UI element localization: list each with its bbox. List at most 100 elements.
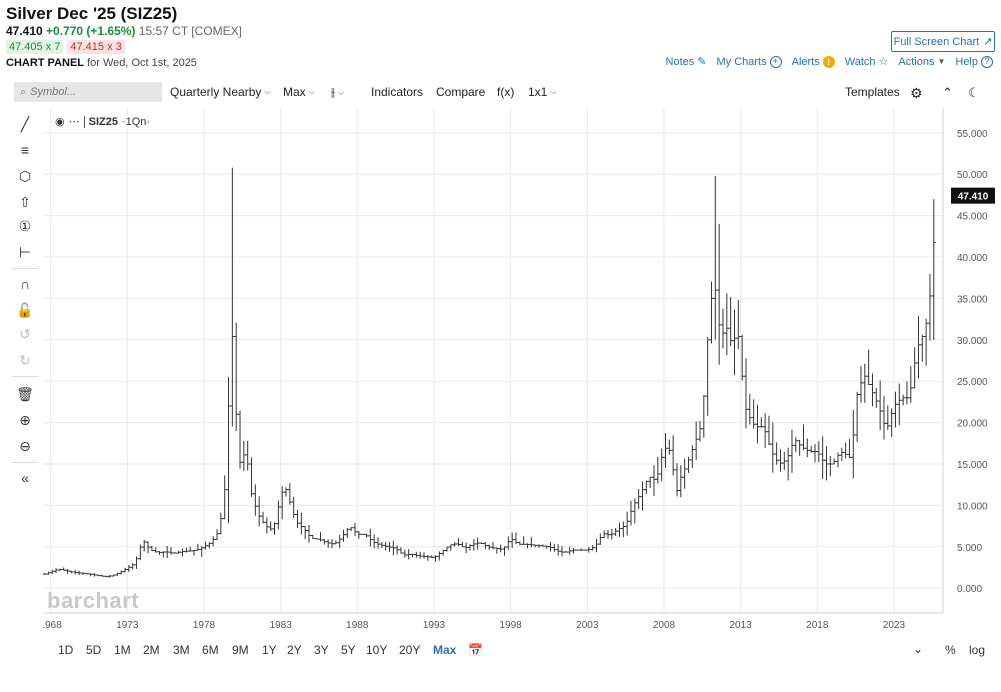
watch-link[interactable]: Watch ☆ bbox=[845, 55, 889, 69]
symbol-search-input[interactable] bbox=[30, 86, 151, 98]
x-tick-label: 2008 bbox=[653, 620, 676, 631]
arrow-tool[interactable]: ⇧ bbox=[14, 192, 36, 212]
ohlc-bars-icon: ⫲ bbox=[331, 85, 335, 99]
alerts-link[interactable]: Alerts ! bbox=[791, 55, 835, 68]
undo-button[interactable]: ↺ bbox=[14, 324, 36, 344]
chart-panel-date-text: for Wed, Oct 1st, 2025 bbox=[87, 57, 197, 69]
x-tick-label: 2013 bbox=[729, 620, 752, 631]
collapse-tools-button[interactable]: « bbox=[14, 468, 36, 488]
more-icon[interactable]: ⋯ bbox=[68, 116, 80, 128]
range-1m[interactable]: 1M bbox=[114, 643, 131, 657]
y-tick-label: 55.000 bbox=[957, 129, 988, 140]
search-icon: ⌕ bbox=[20, 85, 27, 98]
expand-icon: ↗ bbox=[983, 36, 993, 48]
my-charts-link[interactable]: My Charts + bbox=[716, 55, 782, 68]
eye-icon[interactable]: ◉ bbox=[55, 116, 65, 128]
range-5y[interactable]: 5Y bbox=[341, 643, 356, 657]
range-max[interactable]: Max bbox=[433, 643, 457, 657]
instrument-title: Silver Dec '25 (SIZ25) bbox=[6, 4, 178, 23]
range-5d[interactable]: 5D bbox=[86, 643, 102, 657]
alerts-label: Alerts bbox=[791, 55, 820, 68]
chevron-down-icon: ⌵ bbox=[308, 87, 315, 96]
zoom-out-button[interactable]: ⊖ bbox=[14, 436, 36, 456]
moon-icon: ☾ bbox=[968, 85, 980, 100]
log-toggle[interactable]: log bbox=[969, 643, 986, 657]
x-tick-label: 1973 bbox=[116, 620, 139, 631]
edit-icon: ✎ bbox=[697, 56, 707, 68]
y-tick-label: 40.000 bbox=[957, 253, 988, 264]
barchart-logo: barchart bbox=[47, 588, 140, 613]
chart-panel-label: CHART PANEL bbox=[6, 57, 85, 69]
actions-menu[interactable]: Actions ▼ bbox=[898, 56, 945, 68]
function-label: f(x) bbox=[497, 85, 515, 99]
range-2m[interactable]: 2M bbox=[143, 643, 160, 657]
magnet-tool[interactable]: ∩ bbox=[14, 274, 36, 294]
actions-label: Actions bbox=[898, 55, 935, 68]
indicators-button[interactable]: Indicators bbox=[371, 85, 423, 99]
trash-icon: 🗑 bbox=[16, 385, 34, 402]
calendar-icon: 📅 bbox=[468, 643, 483, 657]
chart-type-dropdown[interactable]: ⫲ ⌵ bbox=[331, 85, 344, 100]
redo-button[interactable]: ↻ bbox=[14, 350, 36, 370]
price-chart[interactable]: 55.000 50.000 45.000 40.000 35.000 30.000 25.0… bbox=[43, 108, 996, 635]
x-tick-label: 1968 bbox=[43, 620, 62, 631]
symbol-search[interactable]: ⌕ bbox=[14, 82, 162, 102]
fibonacci-tool[interactable]: ≡ bbox=[14, 140, 36, 160]
dark-mode-toggle[interactable]: ☾ bbox=[968, 85, 980, 101]
collapse-button[interactable]: ⌃ bbox=[942, 85, 953, 101]
compare-button[interactable]: Compare bbox=[436, 85, 485, 99]
range-3y[interactable]: 3Y bbox=[314, 643, 329, 657]
range-1d[interactable]: 1D bbox=[58, 643, 74, 657]
x-tick-label: 1993 bbox=[423, 620, 446, 631]
date-picker-button[interactable]: 📅 bbox=[468, 643, 483, 657]
line-tool-icon: ╱ bbox=[20, 115, 30, 132]
range-6m[interactable]: 6M bbox=[202, 643, 219, 657]
delete-button[interactable]: 🗑 bbox=[14, 384, 36, 404]
y-tick-label: 5.000 bbox=[957, 543, 982, 554]
chart-toolbar: ⌕ Quarterly Nearby ⌵ Max ⌵ ⫲ ⌵ Indicator… bbox=[0, 79, 1001, 105]
bid-ask: 47.405 x 7 47.415 x 3 bbox=[6, 40, 125, 54]
y-tick-label: 25.000 bbox=[957, 377, 988, 388]
function-button[interactable]: f(x) bbox=[497, 85, 514, 99]
y-tick-label: 50.000 bbox=[957, 170, 988, 181]
x-tick-label: 2023 bbox=[883, 620, 906, 631]
range-20y[interactable]: 20Y bbox=[399, 643, 421, 657]
full-screen-chart-button[interactable]: Full Screen Chart ↗ bbox=[891, 31, 995, 52]
notes-link[interactable]: Notes ✎ bbox=[666, 55, 707, 69]
aggregation-dropdown[interactable]: Quarterly Nearby ⌵ bbox=[170, 85, 270, 99]
last-value-badge bbox=[951, 187, 995, 204]
percent-toggle[interactable]: % bbox=[945, 643, 956, 657]
star-icon: ☆ bbox=[878, 56, 889, 68]
double-chevron-left-icon: « bbox=[21, 470, 29, 486]
range-2y[interactable]: 2Y bbox=[287, 643, 302, 657]
layout-dropdown[interactable]: 1x1 ⌵ bbox=[528, 85, 556, 99]
redo-icon: ↻ bbox=[19, 351, 31, 368]
tools-divider bbox=[12, 268, 38, 269]
x-tick-label: 1988 bbox=[346, 620, 369, 631]
settings-button[interactable]: ⚙ bbox=[910, 85, 923, 102]
chevron-double-down-icon: ⌄ bbox=[913, 642, 924, 656]
lock-tool[interactable]: 🔓 bbox=[14, 300, 36, 320]
aggregation-label: Quarterly Nearby bbox=[170, 85, 262, 99]
range-9m[interactable]: 9M bbox=[232, 643, 249, 657]
measure-tool[interactable]: ⊢ bbox=[14, 242, 36, 262]
chart-canvas[interactable]: 55.000 50.000 45.000 40.000 35.000 30.000 25.0… bbox=[43, 108, 996, 635]
series-interval: ·1Qn· bbox=[121, 115, 151, 128]
zoom-in-button[interactable]: ⊕ bbox=[14, 410, 36, 430]
templates-button[interactable]: Templates bbox=[845, 85, 900, 99]
x-tick-label: 1998 bbox=[500, 620, 523, 631]
range-1y[interactable]: 1Y bbox=[262, 643, 277, 657]
shape-tool[interactable]: ⬡ bbox=[14, 166, 36, 186]
y-tick-label: 15.000 bbox=[957, 460, 988, 471]
full-screen-chart-label: Full Screen Chart bbox=[893, 35, 980, 48]
range-expand-button[interactable]: ⌄ bbox=[913, 642, 923, 656]
range-10y[interactable]: 10Y bbox=[366, 643, 388, 657]
help-link[interactable]: Help ? bbox=[955, 55, 993, 68]
range-3m[interactable]: 3M bbox=[173, 643, 190, 657]
y-tick-label: 35.000 bbox=[957, 294, 988, 305]
line-tool[interactable]: ╱ bbox=[14, 114, 36, 134]
annotation-tool[interactable]: ① bbox=[14, 216, 36, 236]
period-dropdown[interactable]: Max ⌵ bbox=[283, 85, 315, 99]
measure-icon: ⊢ bbox=[18, 243, 32, 260]
compare-label: Compare bbox=[436, 85, 486, 99]
